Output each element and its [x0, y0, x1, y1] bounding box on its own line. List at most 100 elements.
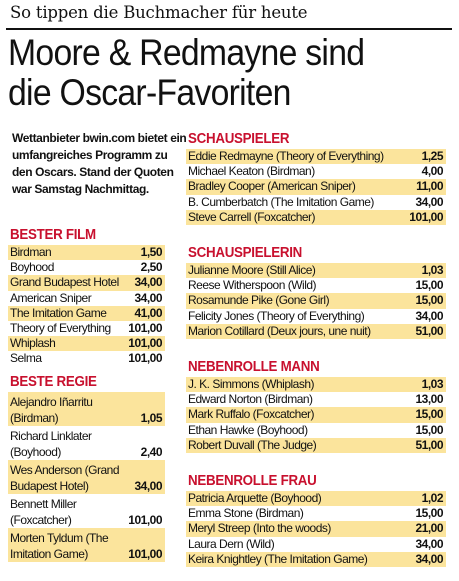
- nominee-name: Laura Dern (Wild): [188, 536, 275, 551]
- odds-value: 21,00: [415, 521, 443, 536]
- odds-value: 34,00: [134, 478, 162, 493]
- odds-value: 51,00: [415, 323, 443, 338]
- odds-value: 4,00: [421, 164, 444, 179]
- table-row: Julianne Moore (Still Alice) 1,03: [186, 263, 446, 279]
- odds-value: 41,00: [134, 305, 162, 320]
- odds-value: 101,00: [128, 546, 162, 561]
- nominee-name: Bennett Miller (Foxcatcher): [10, 497, 77, 527]
- table-row: Steve Carrell (Foxcatcher) 101,00: [186, 209, 446, 226]
- table-row: Grand Budapest Hotel 34,00: [8, 275, 165, 291]
- intro-text: Wettanbieter bwin.com bietet ein umfangr…: [12, 131, 187, 196]
- table-bester-film: Birdman 1,50 Boyhood 2,50 Grand Budapest Hot…: [8, 245, 165, 367]
- nominee-name: Selma: [10, 351, 42, 366]
- nominee-name: Bradley Cooper (American Sniper): [188, 179, 356, 194]
- headline: Moore & Redmayne sind die Oscar-Favorite…: [8, 31, 365, 113]
- nominee-name: Whiplash: [10, 336, 56, 351]
- nominee-name: Rosamunde Pike (Gone Girl): [188, 293, 330, 308]
- nominee-name: Theory of Everything: [10, 321, 111, 336]
- nominee-name: Michael Keaton (Birdman): [188, 164, 315, 179]
- nominee-name: Grand Budapest Hotel: [10, 275, 119, 290]
- table-row: Ethan Hawke (Boyhood) 15,00: [186, 423, 446, 438]
- odds-value: 34,00: [415, 536, 443, 551]
- nominee-name: Alejandro Iñarritu (Birdman): [10, 395, 93, 425]
- odds-value: 13,00: [415, 392, 443, 407]
- section-title-schauspieler: SCHAUSPIELER: [188, 131, 290, 147]
- divider: [6, 28, 452, 30]
- table-row: Patricia Arquette (Boyhood) 1,02: [186, 491, 446, 507]
- table-row: Reese Witherspoon (Wild) 15,00: [186, 278, 446, 293]
- nominee-name: Eddie Redmayne (Theory of Everything): [188, 149, 384, 163]
- table-schauspieler: Eddie Redmayne (Theory of Everything) 1,2…: [186, 149, 446, 226]
- table-row: Marion Cotillard (Deux jours, une nuit) 5…: [186, 323, 446, 340]
- nominee-name: Reese Witherspoon (Wild): [188, 278, 317, 293]
- table-row: Alejandro Iñarritu (Birdman) 1,05: [8, 392, 165, 426]
- odds-value: 101,00: [128, 512, 162, 527]
- section-title-nebenrolle-frau: NEBENROLLE FRAU: [188, 473, 317, 489]
- table-row: Morten Tyldum (The Imitation Game) 101,00: [8, 528, 165, 562]
- nominee-name: B. Cumberbatch (The Imitation Game): [188, 194, 374, 209]
- table-row: Edward Norton (Birdman) 13,00: [186, 392, 446, 407]
- table-row: Whiplash 101,00: [8, 336, 165, 352]
- odds-value: 101,00: [128, 321, 162, 336]
- odds-value: 11,00: [416, 179, 443, 194]
- table-nebenrolle-mann: J. K. Simmons (Whiplash) 1,03 Edward Norto…: [186, 377, 446, 454]
- section-title-nebenrolle-mann: NEBENROLLE MANN: [188, 359, 320, 375]
- table-row: Theory of Everything 101,00: [8, 321, 165, 336]
- odds-value: 15,00: [415, 506, 443, 521]
- table-row: B. Cumberbatch (The Imitation Game) 34,00: [186, 195, 446, 210]
- table-beste-regie: Alejandro Iñarritu (Birdman) 1,05 Richard …: [8, 392, 165, 562]
- nominee-name: Edward Norton (Birdman): [188, 392, 313, 407]
- kicker: So tippen die Buchmacher für heute: [10, 3, 308, 22]
- headline-line-2: die Oscar-Favoriten: [8, 71, 291, 113]
- table-row: Michael Keaton (Birdman) 4,00: [186, 164, 446, 179]
- table-row: Meryl Streep (Into the woods) 21,00: [186, 521, 446, 537]
- table-row: Felicity Jones (Theory of Everything) 34,…: [186, 309, 446, 324]
- table-row: Bradley Cooper (American Sniper) 11,00: [186, 179, 446, 195]
- odds-value: 101,00: [128, 351, 162, 366]
- table-row: Robert Duvall (The Judge) 51,00: [186, 437, 446, 454]
- table-nebenrolle-frau: Patricia Arquette (Boyhood) 1,02 Emma Ston…: [186, 491, 446, 568]
- odds-value: 1,03: [421, 263, 444, 277]
- nominee-name: Julianne Moore (Still Alice): [188, 263, 316, 277]
- odds-value: 15,00: [415, 407, 443, 422]
- nominee-name: Richard Linklater (Boyhood): [10, 429, 92, 459]
- odds-value: 1,02: [421, 491, 444, 505]
- nominee-name: Birdman: [10, 245, 52, 259]
- odds-value: 1,05: [140, 410, 163, 425]
- odds-value: 1,25: [421, 149, 444, 163]
- nominee-name: Marion Cotillard (Deux jours, une nuit): [188, 323, 371, 338]
- odds-value: 2,50: [140, 260, 163, 275]
- table-row: Richard Linklater (Boyhood) 2,40: [8, 426, 165, 460]
- odds-value: 34,00: [415, 308, 443, 323]
- odds-value: 15,00: [415, 278, 443, 293]
- nominee-name: Emma Stone (Birdman): [188, 506, 304, 521]
- table-row: Wes Anderson (Grand Budapest Hotel) 34,00: [8, 460, 165, 494]
- table-row: American Sniper 34,00: [8, 291, 165, 306]
- nominee-name: Meryl Streep (Into the woods): [188, 521, 331, 536]
- nominee-name: Mark Ruffalo (Foxcatcher): [188, 407, 315, 422]
- nominee-name: Ethan Hawke (Boyhood): [188, 422, 308, 437]
- nominee-name: Steve Carrell (Foxcatcher): [188, 209, 316, 224]
- table-row: Eddie Redmayne (Theory of Everything) 1,2…: [186, 149, 446, 165]
- nominee-name: Patricia Arquette (Boyhood): [188, 491, 322, 505]
- odds-value: 2,40: [140, 444, 163, 459]
- odds-value: 15,00: [415, 293, 443, 308]
- odds-value: 1,50: [140, 245, 163, 259]
- odds-value: 34,00: [134, 275, 162, 290]
- nominee-name: Boyhood: [10, 260, 54, 275]
- odds-value: 1,03: [421, 377, 444, 391]
- table-row: Emma Stone (Birdman) 15,00: [186, 506, 446, 521]
- table-row: Birdman 1,50: [8, 245, 165, 261]
- section-title-bester-film: BESTER FILM: [10, 227, 96, 243]
- section-title-beste-regie: BESTE REGIE: [10, 374, 97, 390]
- headline-line-1: Moore & Redmayne sind: [8, 31, 365, 73]
- nominee-name: J. K. Simmons (Whiplash): [188, 377, 315, 391]
- odds-value: 34,00: [415, 551, 443, 566]
- table-row: J. K. Simmons (Whiplash) 1,03: [186, 377, 446, 393]
- table-row: The Imitation Game 41,00: [8, 305, 165, 322]
- odds-value: 51,00: [415, 437, 443, 452]
- nominee-name: American Sniper: [10, 290, 92, 305]
- odds-value: 101,00: [409, 209, 443, 224]
- table-row: Selma 101,00: [8, 351, 165, 366]
- nominee-name: Wes Anderson (Grand Budapest Hotel): [10, 463, 120, 493]
